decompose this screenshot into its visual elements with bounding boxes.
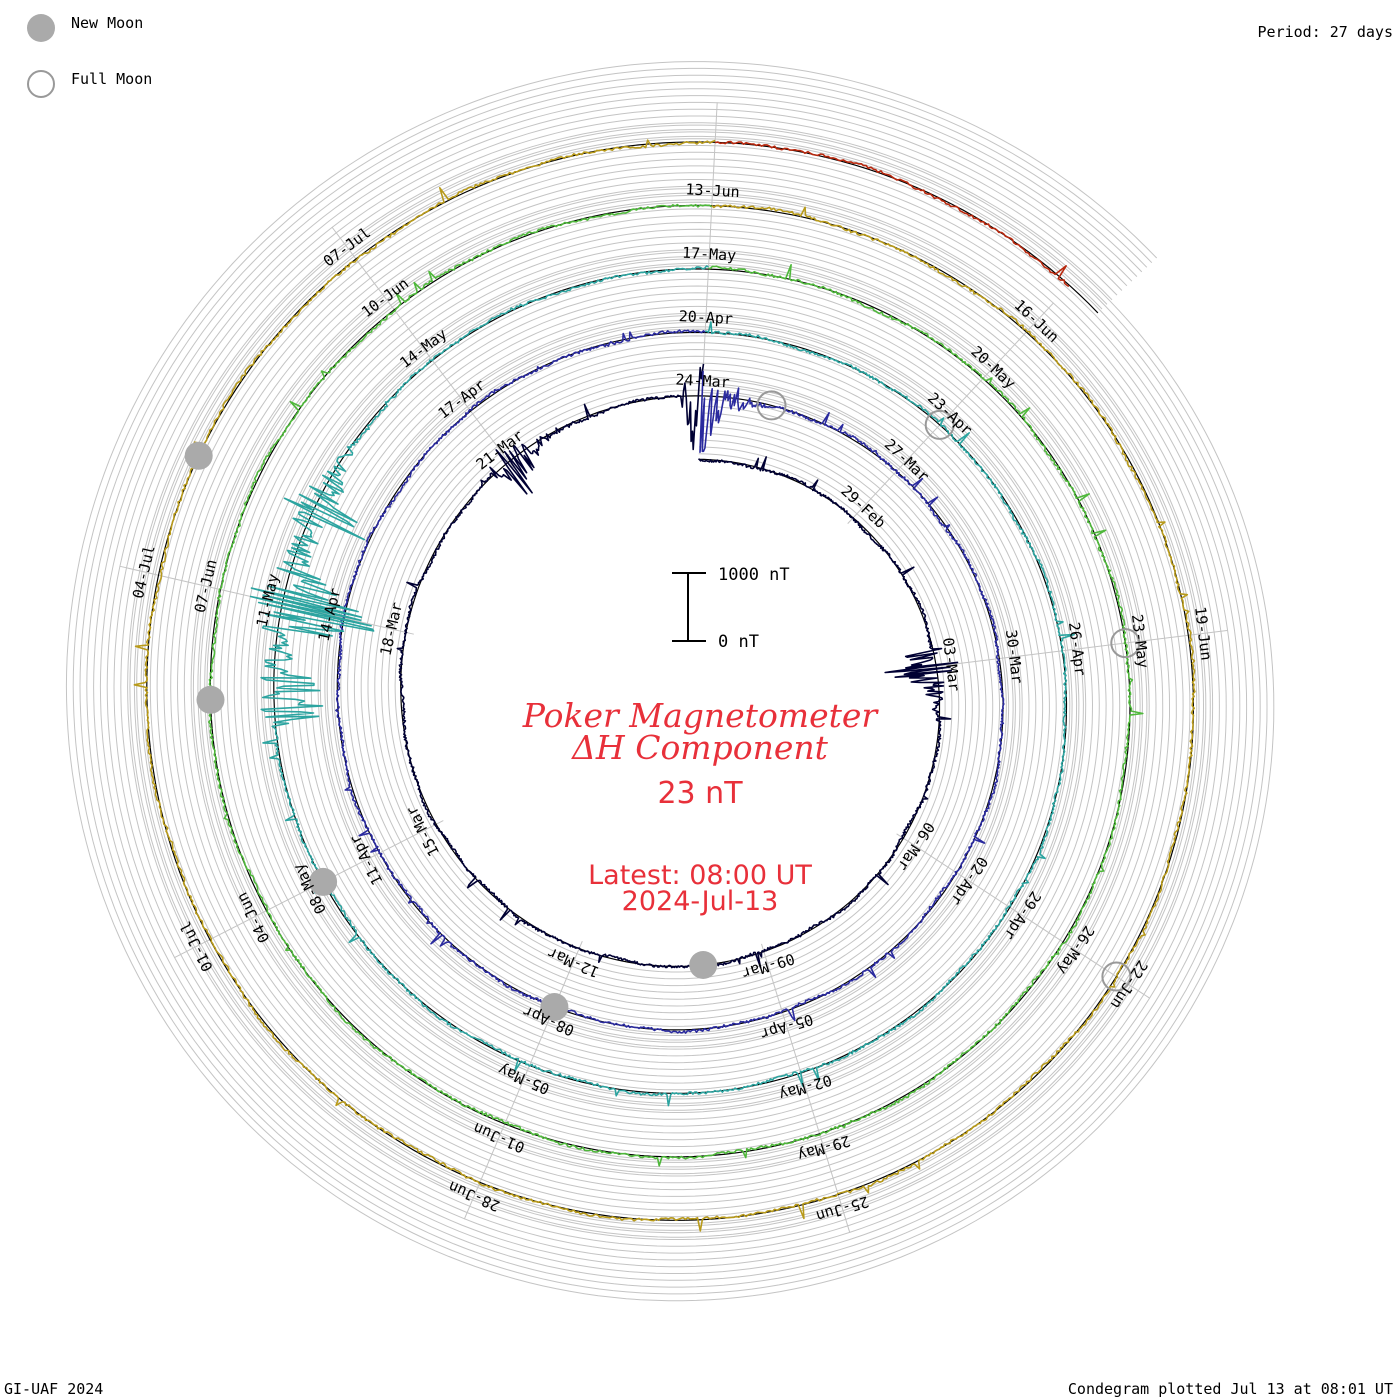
date-tick-label: 04-Jul	[129, 543, 159, 600]
new-moon-marker	[196, 685, 225, 714]
ring-grid	[65, 61, 1275, 1302]
new-moon-legend-label: New Moon	[71, 14, 144, 32]
date-tick-label: 15-Mar	[403, 803, 444, 859]
date-tick-label: 17-May	[682, 244, 737, 265]
series-trace-2	[335, 329, 1005, 1034]
scale-bar-top-label: 1000 nT	[718, 565, 790, 585]
grid-spiral	[140, 135, 1200, 1227]
full-moon-marker	[1110, 628, 1141, 659]
data-traces	[133, 139, 1196, 1232]
scale-bar: 1000 nT 0 nT	[672, 565, 790, 652]
grid-spiral	[127, 122, 1214, 1240]
date-tick-label: 13-Jun	[685, 180, 740, 201]
new-moon-marker	[540, 993, 569, 1021]
date-tick-label: 23-May	[1128, 613, 1152, 669]
date-tick-label: 29-Feb	[837, 482, 889, 532]
chart-title: Poker Magnetometer	[522, 696, 878, 735]
grid-spiral	[99, 95, 1241, 1268]
baseline-rings	[146, 141, 1195, 1221]
date-tick-label: 20-Apr	[678, 307, 733, 328]
latest-time: Latest: 08:00 UT	[588, 860, 812, 891]
date-spoke	[174, 820, 444, 959]
date-tick-label: 01-Jun	[470, 1119, 527, 1157]
date-spoke	[847, 302, 1054, 524]
grid-spiral	[79, 74, 1261, 1288]
series-trace-5	[133, 139, 1196, 1232]
new-moon-legend-icon	[27, 14, 55, 42]
grid-spiral	[113, 108, 1227, 1254]
grid-spiral	[72, 67, 1268, 1295]
date-spoke	[700, 102, 718, 404]
date-tick-label: 12-Mar	[545, 944, 602, 982]
date-spoke	[761, 943, 851, 1233]
grid-spiral	[65, 61, 1275, 1302]
scale-bar-bottom-label: 0 nT	[718, 632, 759, 652]
footer-plot-time: Condegram plotted Jul 13 at 08:01 UT	[1067, 1380, 1393, 1398]
date-spoke	[896, 833, 1151, 999]
latest-date: 2024-Jul-13	[621, 886, 779, 917]
grid-spiral	[120, 115, 1220, 1247]
new-moon-marker	[689, 951, 718, 979]
full-moon-legend-icon	[27, 70, 55, 98]
grid-spiral	[93, 88, 1248, 1274]
grid-spiral	[106, 101, 1234, 1261]
series-trace-1	[396, 363, 959, 969]
date-tick-label: 11-May	[253, 572, 283, 629]
date-tick-label: 24-Mar	[675, 371, 730, 392]
date-spoke	[463, 941, 583, 1220]
series-trace-3	[249, 265, 1075, 1107]
current-value: 23 nT	[657, 776, 743, 811]
date-tick-label: 26-Apr	[1065, 621, 1089, 677]
period-label: Period: 27 days	[1257, 23, 1393, 41]
series-trace-4	[207, 203, 1144, 1167]
radial-spokes	[119, 102, 1229, 1233]
date-spoke	[331, 226, 514, 469]
moon-markers	[184, 390, 1141, 1021]
baseline-spiral	[146, 141, 1195, 1221]
grid-spiral	[133, 129, 1207, 1234]
date-tick-label: 07-Jun	[191, 558, 221, 615]
footer-credit: GI-UAF 2024	[4, 1380, 104, 1398]
full-moon-marker	[756, 390, 787, 421]
full-moon-marker	[1101, 961, 1132, 992]
date-tick-label: 19-Jun	[1191, 606, 1215, 662]
date-tick-label: 30-Mar	[1002, 629, 1026, 685]
date-spoke	[928, 629, 1229, 668]
series-trace-6	[714, 140, 1070, 288]
new-moon-marker	[309, 867, 338, 896]
chart-subtitle: ΔH Component	[572, 728, 828, 767]
grid-spiral	[86, 81, 1254, 1281]
date-tick-label: 01-Jul	[176, 918, 217, 974]
date-tick-label: 03-Mar	[939, 637, 963, 693]
full-moon-legend-label: Full Moon	[71, 70, 153, 88]
new-moon-marker	[184, 441, 213, 470]
full-moon-marker	[924, 409, 955, 440]
